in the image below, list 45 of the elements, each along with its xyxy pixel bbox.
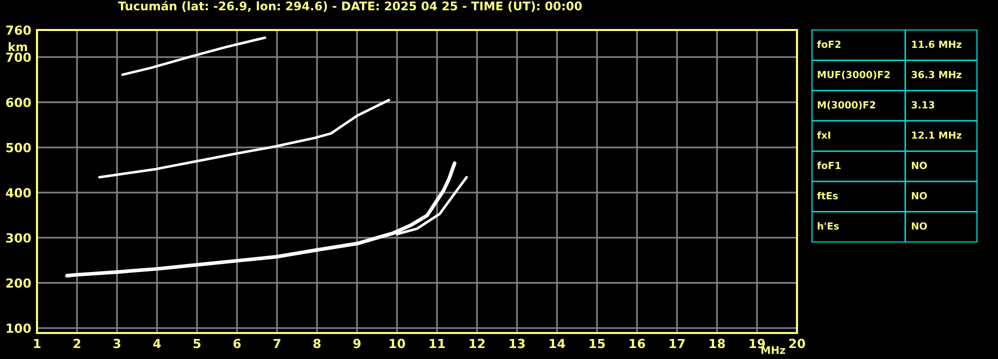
text: foF2 <box>817 40 840 48</box>
text: foF1 <box>817 162 841 170</box>
x-tick-label: 19 <box>750 338 765 348</box>
x-tick-label: 3 <box>113 338 120 348</box>
x-tick-label: 16 <box>630 338 646 348</box>
x-tick-label: 5 <box>194 338 200 348</box>
y-tick-label: 700 <box>6 52 31 62</box>
x-tick-label: 11 <box>430 338 445 348</box>
text: 11.6 MHz <box>912 40 962 48</box>
y-tick-label: 300 <box>6 233 31 243</box>
x-tick-label: 13 <box>510 338 525 348</box>
text: NO <box>912 222 927 230</box>
y-tick-label: 400 <box>6 188 31 198</box>
y-tick-label: 760 <box>6 25 31 35</box>
x-tick-label: 8 <box>313 338 321 348</box>
x-tick-label: 20 <box>789 338 806 348</box>
x-tick-label: 14 <box>550 338 566 348</box>
text: fxI <box>817 131 830 139</box>
x-tick-label: 7 <box>273 338 280 348</box>
x-tick-label: 15 <box>590 338 605 348</box>
text: 3.13 <box>912 101 934 109</box>
text: MUF(3000)F2 <box>818 70 890 80</box>
x-tick-label: 9 <box>353 338 361 348</box>
y-axis-title: km <box>8 42 27 52</box>
y-tick-label: 500 <box>6 142 31 152</box>
text: M(3000)F2 <box>818 101 876 110</box>
y-tick-label: 600 <box>6 98 31 108</box>
x-tick-label: 6 <box>233 338 241 348</box>
text: 36.3 MHz <box>912 70 962 78</box>
chart-title: Tucumán (lat: -26.9, lon: 294.6) - DATE: 2025 04 25 - TIME (UT): 00:00 <box>118 0 582 12</box>
y-tick-label: 200 <box>6 278 31 288</box>
text: 12.1 MHz <box>912 131 962 139</box>
x-tick-label: 18 <box>710 338 725 348</box>
x-tick-label: 2 <box>74 338 80 348</box>
x-tick-label: 12 <box>470 338 485 348</box>
x-axis-title: MHz <box>761 346 786 354</box>
y-tick-label: 100 <box>6 324 31 333</box>
x-tick-label: 10 <box>390 338 406 348</box>
text: NO <box>912 162 927 170</box>
text: h'Es <box>818 222 839 230</box>
x-tick-label: 1 <box>34 338 40 348</box>
text: ftEs <box>817 192 838 200</box>
text: NO <box>912 192 927 200</box>
x-tick-label: 17 <box>670 338 685 348</box>
x-tick-label: 4 <box>153 338 161 348</box>
